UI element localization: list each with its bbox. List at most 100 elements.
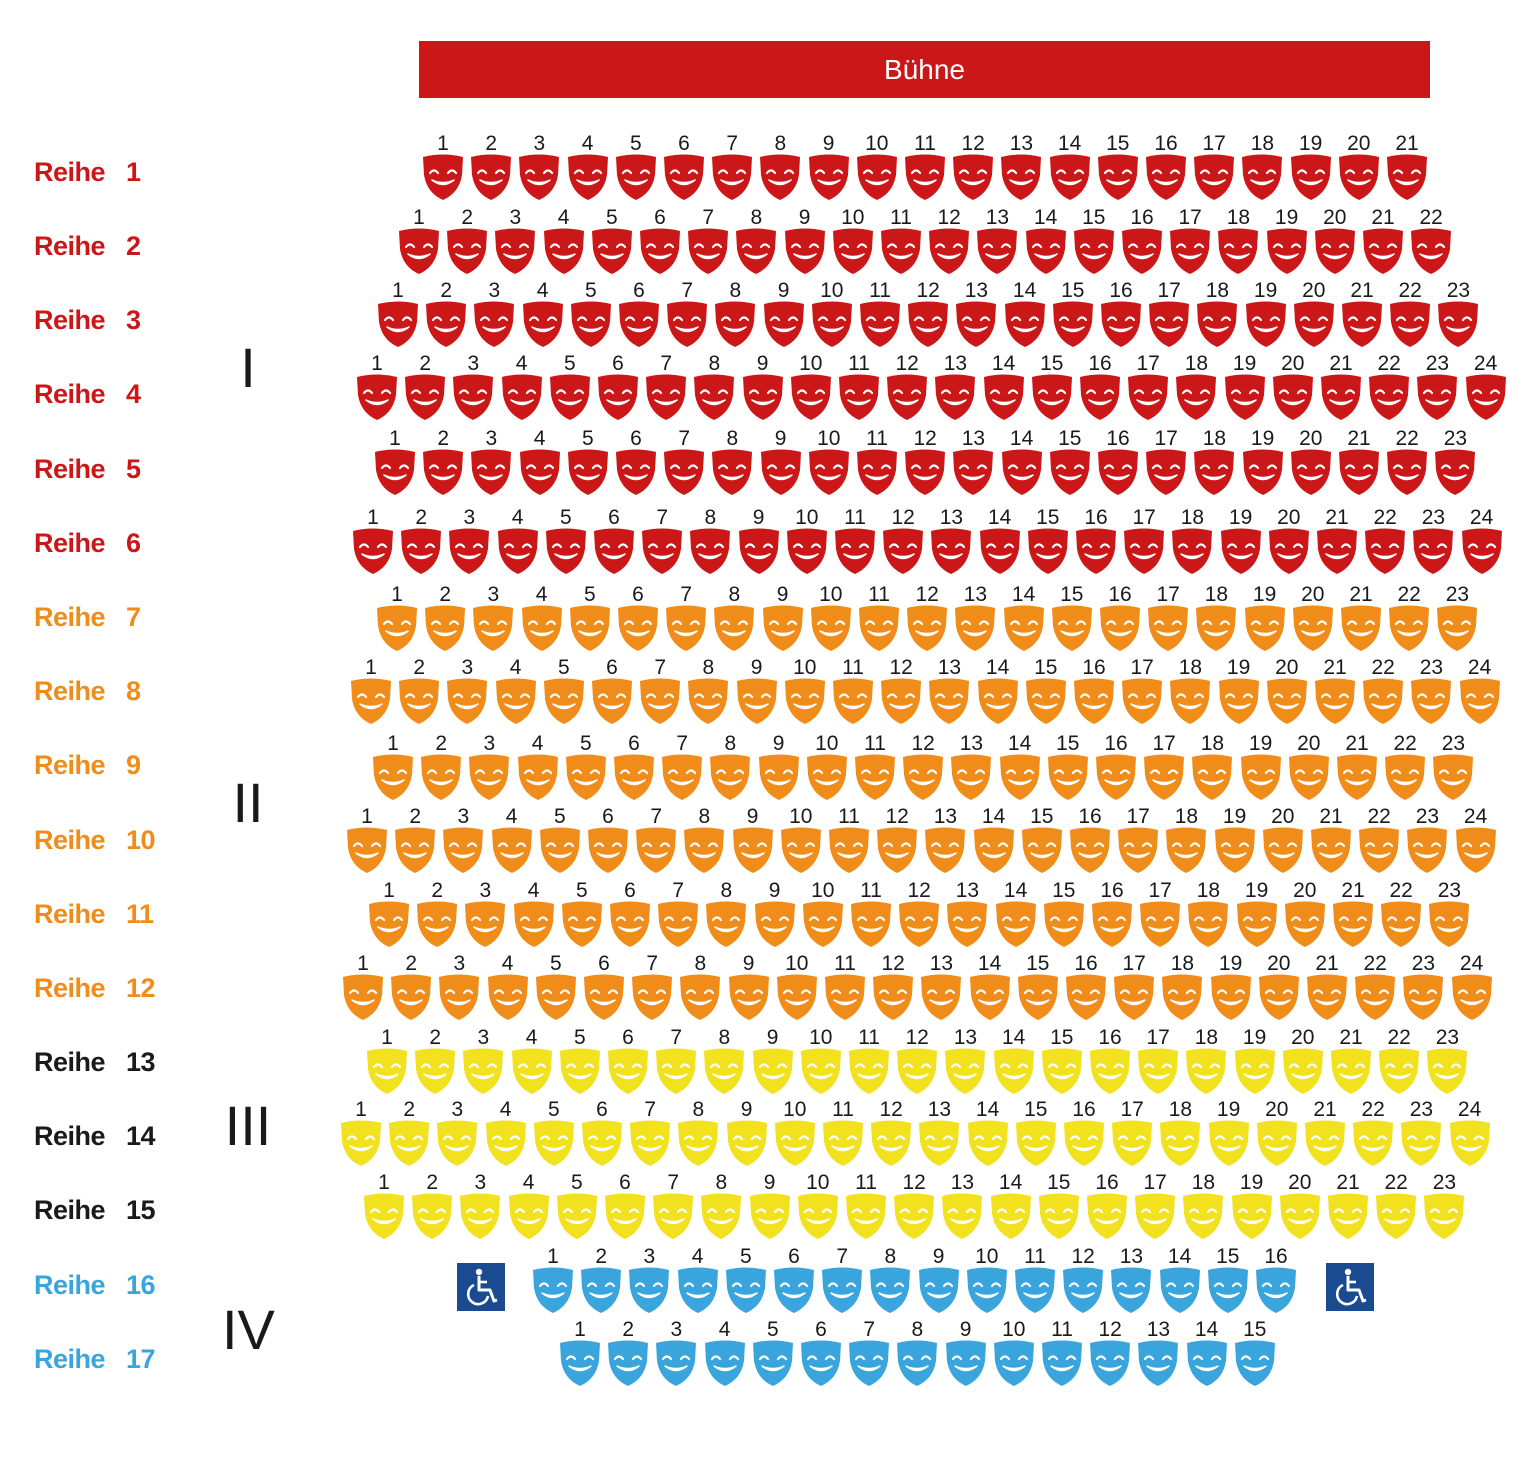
seat[interactable]: 10 — [855, 133, 899, 205]
seat[interactable]: 19 — [1243, 584, 1287, 656]
seat[interactable]: 1 — [558, 1319, 602, 1391]
seat[interactable]: 21 — [1303, 1099, 1347, 1171]
seat[interactable]: 13 — [943, 1027, 987, 1099]
seat[interactable]: 6 — [772, 1246, 816, 1318]
seat[interactable]: 9 — [735, 657, 779, 729]
seat[interactable]: 3 — [435, 1099, 479, 1171]
seat[interactable]: 19 — [1235, 880, 1279, 952]
seat[interactable]: 9 — [727, 953, 771, 1025]
seat[interactable]: 13 — [919, 953, 963, 1025]
seat[interactable]: 13 — [999, 133, 1043, 205]
seat[interactable]: 4 — [520, 584, 564, 656]
seat[interactable]: 2 — [410, 1172, 454, 1244]
seat[interactable]: 10 — [773, 1099, 817, 1171]
seat[interactable]: 7 — [686, 207, 730, 279]
seat[interactable]: 18 — [1181, 1172, 1225, 1244]
seat[interactable]: 1 — [367, 880, 411, 952]
seat[interactable]: 19 — [1223, 353, 1267, 425]
seat[interactable]: 21 — [1335, 733, 1379, 805]
seat[interactable]: 12 — [951, 133, 995, 205]
seat[interactable]: 21 — [1319, 353, 1363, 425]
seat[interactable]: 18 — [1160, 953, 1204, 1025]
seat[interactable]: 19 — [1289, 133, 1333, 205]
seat[interactable]: 14 — [966, 1099, 1010, 1171]
seat[interactable]: 9 — [725, 1099, 769, 1171]
seat[interactable]: 16 — [1062, 1099, 1106, 1171]
seat[interactable]: 1 — [421, 133, 465, 205]
seat[interactable]: 11 — [1013, 1246, 1057, 1318]
seat[interactable]: 9 — [783, 207, 827, 279]
seat[interactable]: 16 — [1120, 207, 1164, 279]
seat[interactable]: 5 — [534, 953, 578, 1025]
seat[interactable]: 4 — [542, 207, 586, 279]
seat[interactable]: 5 — [548, 353, 592, 425]
seat[interactable]: 17 — [1126, 353, 1170, 425]
seat[interactable]: 15 — [1037, 1172, 1081, 1244]
seat[interactable]: 9 — [753, 880, 797, 952]
seat[interactable]: 11 — [837, 353, 881, 425]
seat[interactable]: 2 — [413, 1027, 457, 1099]
seat[interactable]: 5 — [566, 428, 610, 500]
seat[interactable]: 4 — [510, 1027, 554, 1099]
seat[interactable]: 6 — [592, 507, 636, 579]
seat[interactable]: 6 — [616, 584, 660, 656]
seat[interactable]: 18 — [1184, 1027, 1228, 1099]
seat[interactable]: 5 — [614, 133, 658, 205]
seat[interactable]: 13 — [953, 584, 997, 656]
seat[interactable]: 14 — [976, 657, 1020, 729]
seat[interactable]: 4 — [516, 733, 560, 805]
seat[interactable]: 1 — [373, 428, 417, 500]
seat[interactable]: 18 — [1170, 507, 1214, 579]
seat[interactable]: 21 — [1340, 280, 1384, 352]
seat[interactable]: 2 — [387, 1099, 431, 1171]
seat[interactable]: 10 — [809, 584, 853, 656]
seat[interactable]: 1 — [341, 953, 385, 1025]
seat[interactable]: 4 — [521, 280, 565, 352]
seat[interactable]: 10 — [805, 733, 849, 805]
seat[interactable]: 6 — [596, 353, 640, 425]
seat[interactable]: 16 — [1068, 806, 1112, 878]
seat[interactable]: 7 — [820, 1246, 864, 1318]
seat[interactable]: 4 — [494, 657, 538, 729]
seat[interactable]: 11 — [831, 657, 875, 729]
seat[interactable]: 16 — [1088, 1027, 1132, 1099]
seat[interactable]: 15 — [1024, 657, 1068, 729]
seat[interactable]: 22 — [1388, 280, 1432, 352]
seat[interactable]: 5 — [568, 584, 612, 656]
seat[interactable]: 22 — [1367, 353, 1411, 425]
seat[interactable]: 8 — [688, 507, 732, 579]
seat[interactable]: 11 — [833, 507, 877, 579]
seat[interactable]: 8 — [710, 428, 754, 500]
seat[interactable]: 3 — [463, 880, 507, 952]
seat[interactable]: 10 — [785, 507, 829, 579]
seat[interactable]: 13 — [1136, 1319, 1180, 1391]
seat[interactable]: 6 — [617, 280, 661, 352]
seat[interactable]: 9 — [737, 507, 781, 579]
seat[interactable]: 12 — [875, 806, 919, 878]
seat[interactable]: 23 — [1422, 1172, 1466, 1244]
seat[interactable]: 5 — [538, 806, 582, 878]
seat[interactable]: 2 — [389, 953, 433, 1025]
seat[interactable]: 7 — [847, 1319, 891, 1391]
seat[interactable]: 3 — [627, 1246, 671, 1318]
seat[interactable]: 1 — [365, 1027, 409, 1099]
seat[interactable]: 22 — [1383, 733, 1427, 805]
seat[interactable]: 17 — [1133, 1172, 1177, 1244]
seat[interactable]: 16 — [1078, 353, 1122, 425]
seat[interactable]: 9 — [944, 1319, 988, 1391]
seat[interactable]: 2 — [397, 657, 441, 729]
seat[interactable]: 17 — [1192, 133, 1236, 205]
seat[interactable]: 2 — [403, 353, 447, 425]
seat[interactable]: 13 — [917, 1099, 961, 1171]
seat[interactable]: 21 — [1305, 953, 1349, 1025]
seat[interactable]: 7 — [651, 1172, 695, 1244]
seat[interactable]: 19 — [1239, 733, 1283, 805]
seat[interactable]: 2 — [445, 207, 489, 279]
seat[interactable]: 4 — [490, 806, 534, 878]
seat[interactable]: 15 — [1014, 1099, 1058, 1171]
seat[interactable]: 1 — [376, 280, 420, 352]
seat[interactable]: 3 — [441, 806, 485, 878]
seat[interactable]: 5 — [590, 207, 634, 279]
seat[interactable]: 21 — [1361, 207, 1405, 279]
seat[interactable]: 13 — [927, 657, 971, 729]
